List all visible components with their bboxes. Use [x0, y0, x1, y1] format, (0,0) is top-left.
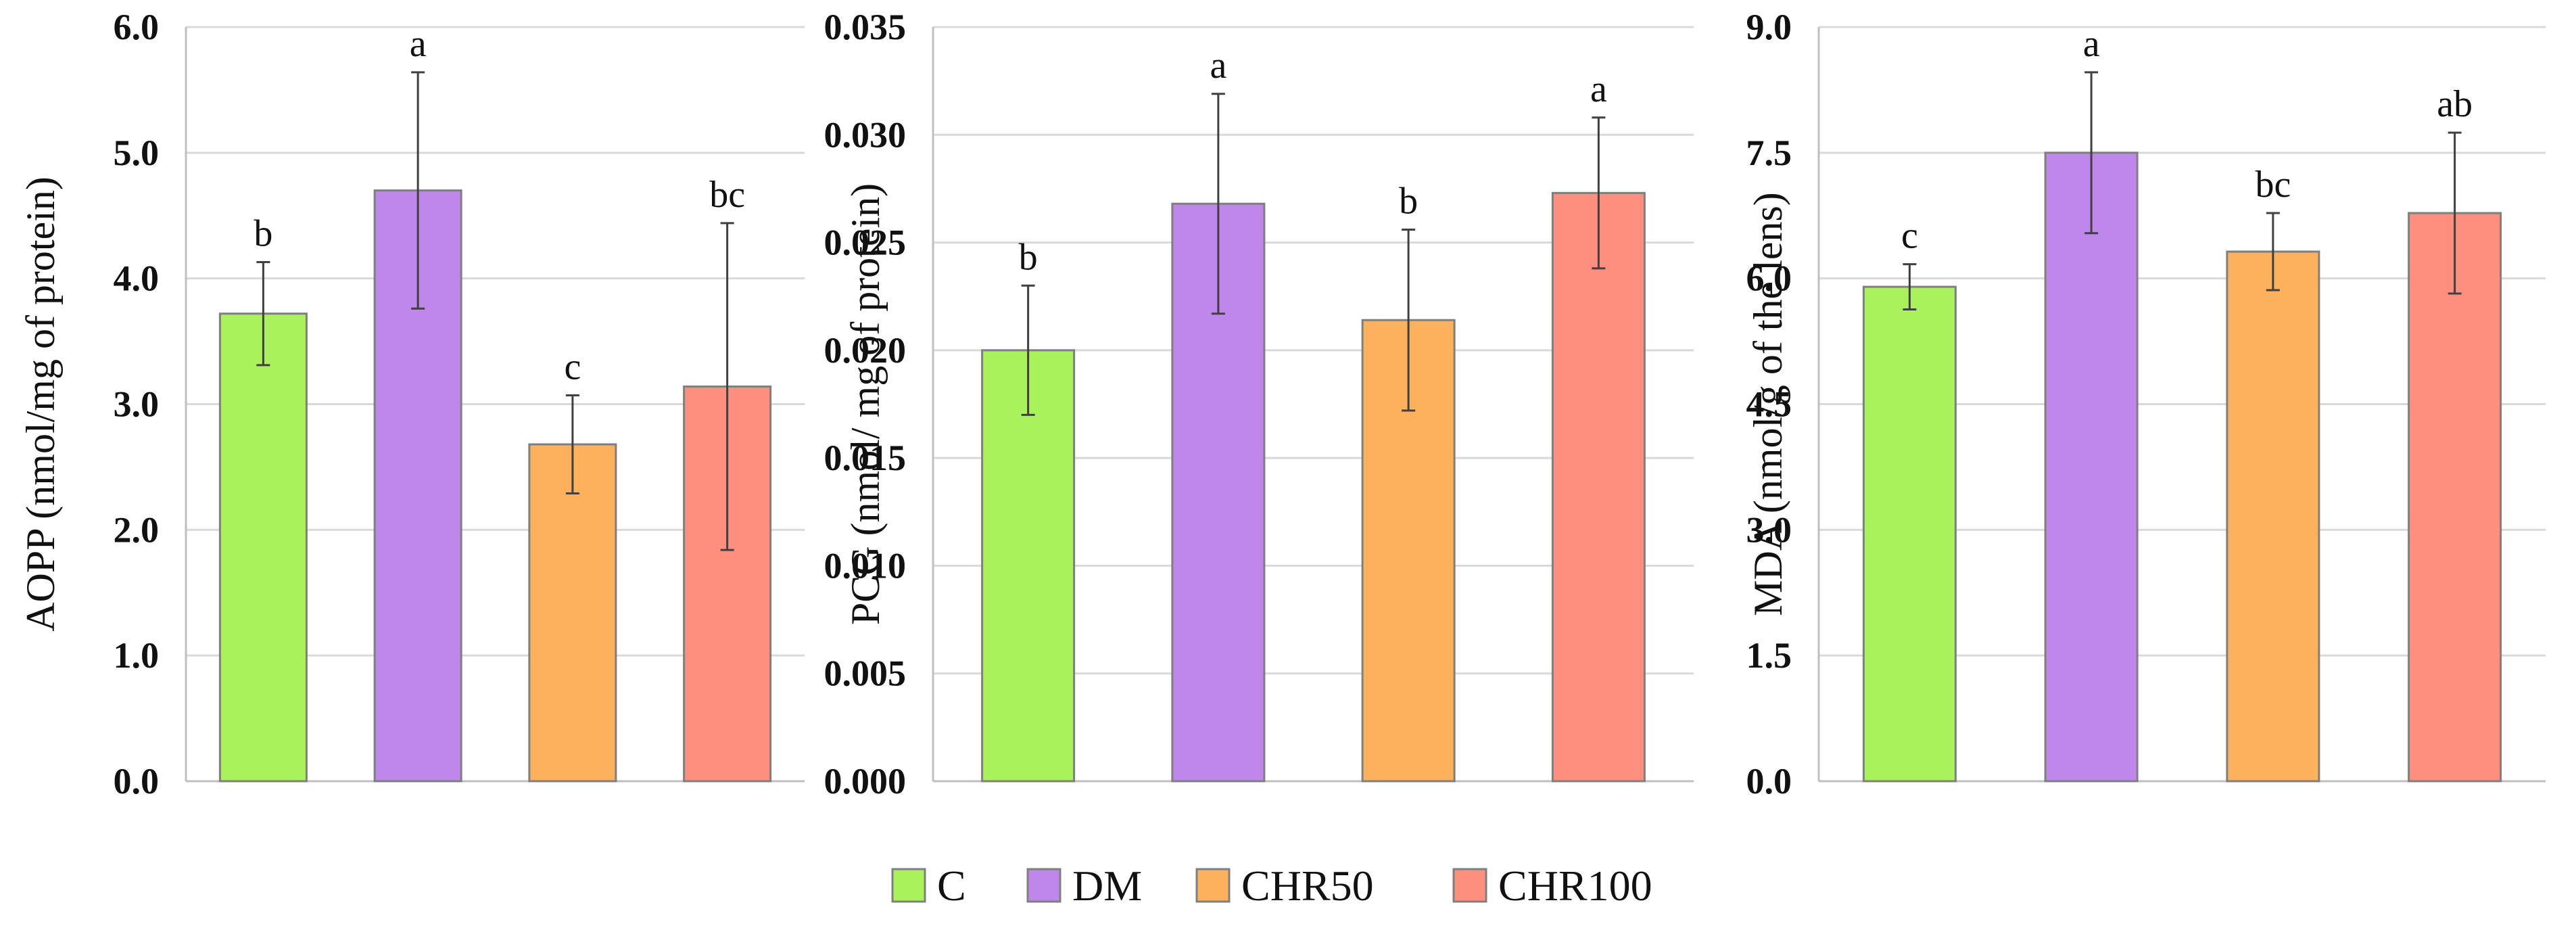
legend-label-c: C: [937, 862, 966, 910]
y-tick-label: 0.000: [824, 761, 907, 801]
y-tick-label: 5.0: [114, 133, 160, 173]
chart-panel-1: 0.0 1.0 2.0 3.0 4.0 5.0 6.0 b a c bc AOPP (nmol/mg …: [18, 7, 805, 801]
legend-label-chr50: CHR50: [1241, 862, 1374, 910]
y-tick-label: 0.025: [824, 223, 907, 263]
y-axis-title: MDA (nmol/g of the lens): [1746, 192, 1790, 616]
chart-legend: C DM CHR50 CHR100: [891, 862, 1652, 910]
legend-swatch-chr50: [1195, 868, 1231, 903]
legend-label-dm: DM: [1072, 862, 1142, 910]
significance-letter: c: [1901, 215, 1918, 257]
legend-swatch-dm: [1026, 868, 1062, 903]
bar-c: [218, 312, 308, 783]
y-tick-label: 7.5: [1746, 133, 1792, 173]
significance-letter: b: [1019, 236, 1038, 278]
chart-panel-3: 0.0 1.5 3.0 4.5 6.0 7.5 9.0 c a bc ab MDA (nmol/g o…: [1746, 7, 2546, 801]
bar-chr50: [528, 443, 617, 783]
significance-letter: ab: [2437, 83, 2473, 125]
y-tick-label: 3.0: [114, 384, 160, 425]
y-tick-label: 0.015: [824, 438, 907, 478]
significance-letter: b: [1399, 180, 1418, 222]
legend-swatch-chr100: [1452, 868, 1487, 903]
y-tick-label: 0.035: [824, 7, 907, 47]
bar-c: [981, 349, 1076, 783]
bar-chr100: [2408, 212, 2502, 783]
y-tick-label: 0.020: [824, 330, 907, 371]
y-axis-title: AOPP (nmol/mg of protein): [18, 177, 63, 632]
significance-letter: a: [1210, 45, 1226, 87]
bar-c: [1862, 285, 1957, 783]
bar-chr100: [1551, 191, 1646, 783]
significance-letter: a: [1590, 68, 1607, 110]
y-tick-label: 6.0: [114, 7, 160, 47]
y-tick-label: 1.0: [114, 635, 160, 676]
y-tick-label: 1.5: [1746, 635, 1792, 676]
bar-chr50: [2226, 250, 2320, 783]
significance-letter: c: [564, 346, 581, 388]
y-tick-label: 3.0: [1746, 509, 1792, 550]
y-tick-label: 9.0: [1746, 7, 1792, 47]
y-tick-label: 4.5: [1746, 384, 1792, 425]
y-tick-label: 6.0: [1746, 258, 1792, 299]
significance-letter: bc: [2255, 164, 2291, 206]
significance-letter: bc: [709, 174, 745, 216]
y-tick-label: 0.0: [114, 761, 160, 801]
bar-dm: [2044, 152, 2139, 783]
chart-panel-2: 0.000 0.005 0.010 0.015 0.020 0.025 0.030 0.035…: [824, 7, 1694, 801]
significance-letter: a: [2083, 23, 2100, 65]
legend-label-chr100: CHR100: [1498, 862, 1652, 910]
significance-letter: b: [254, 213, 272, 255]
y-tick-label: 0.0: [1746, 761, 1792, 801]
y-tick-label: 0.010: [824, 545, 907, 586]
y-axis-title: PCG (nmol/ mg of protein): [843, 183, 888, 625]
legend-swatch-c: [891, 868, 926, 903]
y-tick-label: 2.0: [114, 509, 160, 550]
y-tick-label: 0.005: [824, 653, 907, 694]
y-tick-label: 0.030: [824, 114, 907, 155]
significance-letter: a: [410, 23, 427, 65]
y-tick-label: 4.0: [114, 258, 160, 299]
